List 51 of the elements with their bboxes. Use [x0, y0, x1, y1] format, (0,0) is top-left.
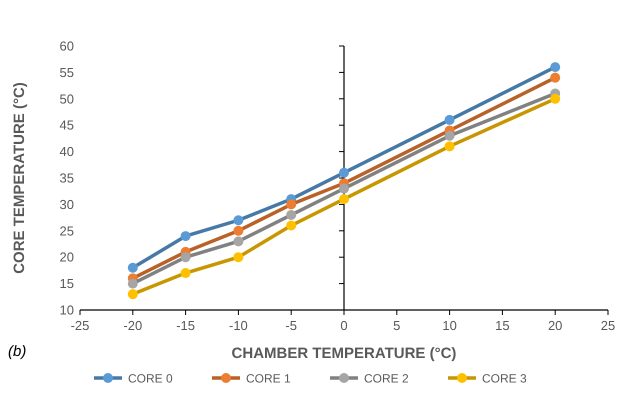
point	[444, 114, 455, 125]
point	[180, 268, 191, 278]
point	[180, 231, 191, 242]
legend-label: CORE 2	[364, 372, 410, 386]
y-tick-label: 25	[60, 223, 74, 238]
x-tick-label: -15	[176, 318, 195, 333]
point	[550, 62, 560, 72]
point	[233, 215, 244, 226]
point	[444, 141, 455, 152]
y-tick-label: 45	[60, 118, 74, 133]
legend-label: CORE 3	[482, 372, 528, 386]
y-tick-label: 30	[60, 196, 74, 212]
point	[339, 194, 349, 204]
legend-label: CORE 0	[128, 372, 174, 386]
point	[550, 94, 560, 104]
x-tick-label: -20	[123, 318, 142, 333]
text: (b)	[8, 343, 26, 360]
point	[128, 262, 138, 273]
point	[286, 210, 296, 220]
point	[339, 168, 349, 178]
y-tick-label: 35	[60, 170, 74, 186]
legend-label: CORE 1	[246, 372, 292, 386]
y-tick-label: 20	[60, 250, 74, 265]
point	[550, 72, 560, 83]
x-tick-label: 25	[600, 318, 616, 333]
x-tick-label: 5	[393, 318, 400, 333]
y-tick-label: 50	[60, 91, 74, 106]
point	[444, 130, 455, 141]
point	[128, 289, 138, 300]
y-axis-title: CORE TEMPERATURE (°C)	[11, 82, 28, 274]
y-tick-label: 55	[60, 64, 74, 80]
point	[339, 184, 349, 194]
point	[233, 252, 244, 262]
point	[180, 252, 191, 262]
point	[128, 278, 138, 289]
x-axis-title: CHAMBER TEMPERATURE (°C)	[232, 345, 456, 362]
point	[233, 236, 244, 246]
y-tick-label: 40	[60, 144, 74, 160]
x-tick-label: 10	[442, 318, 457, 333]
point	[286, 199, 296, 210]
x-tick-label: -10	[229, 318, 248, 333]
y-tick-label: 60	[60, 38, 74, 54]
point	[286, 220, 296, 231]
x-tick-label: 20	[548, 318, 562, 333]
point	[233, 226, 244, 236]
x-tick-label: -5	[285, 318, 297, 333]
y-tick-label: 10	[60, 302, 74, 318]
y-tick-label: 15	[60, 276, 74, 292]
x-tick-label: 15	[495, 318, 510, 333]
x-tick-label: -25	[70, 318, 90, 333]
x-tick-label: 0	[340, 318, 348, 333]
